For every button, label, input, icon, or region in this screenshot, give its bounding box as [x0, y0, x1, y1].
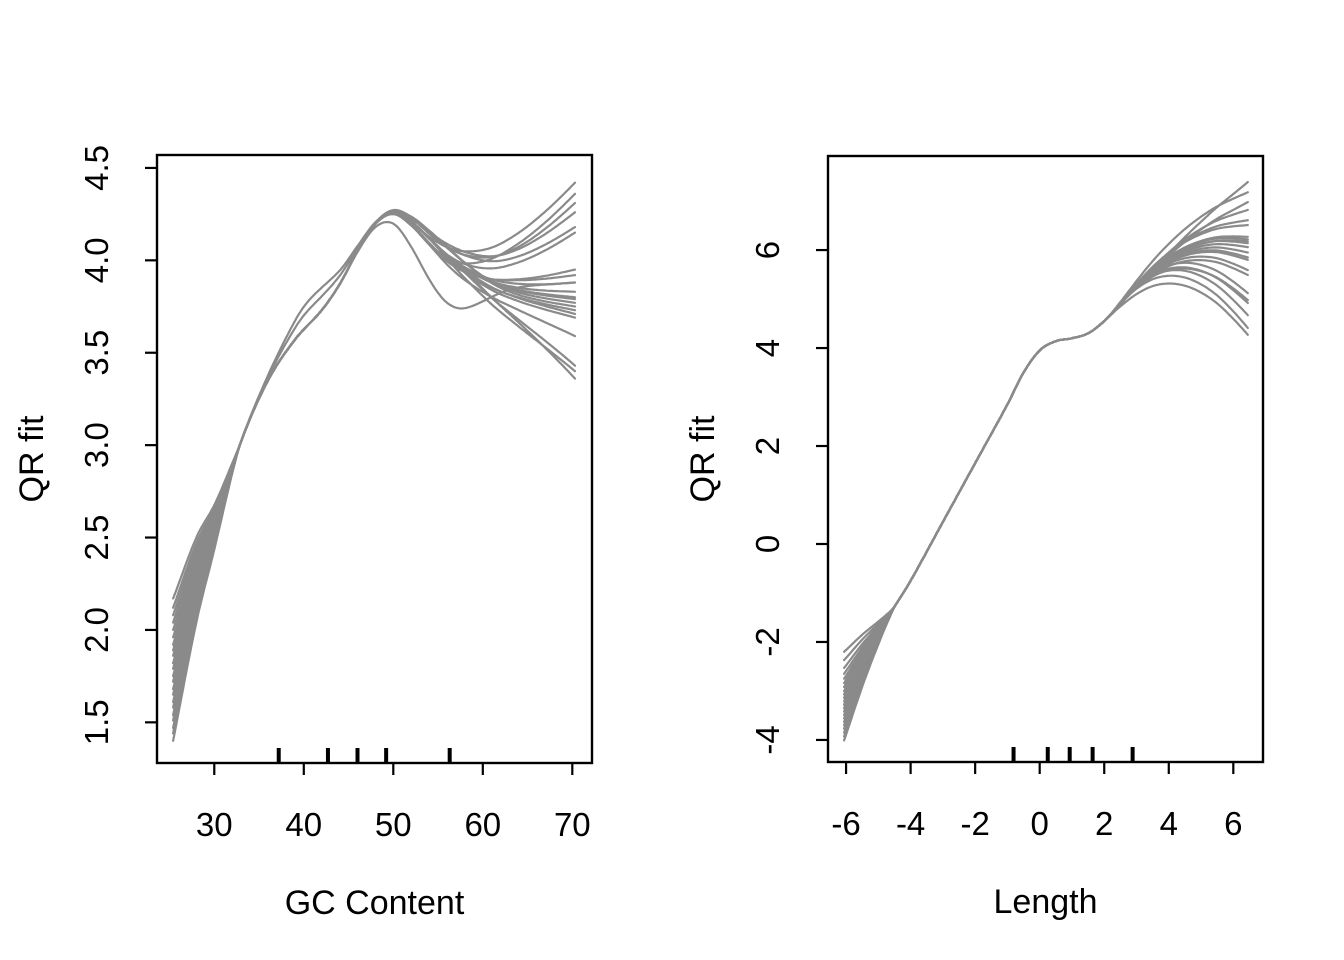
qr-fit-curve: [843, 219, 1249, 675]
qr-fit-curve: [172, 211, 577, 631]
x-tick-label: 70: [554, 806, 591, 843]
x-tick-label: -2: [960, 805, 989, 842]
axes: -6 -4 -2 0 2 4 6 -4 -2 0 2 4 6: [749, 154, 1265, 842]
qr-fit-curve: [843, 224, 1249, 723]
plot-box: [155, 153, 594, 765]
qr-fit-curve: [843, 267, 1249, 738]
qr-fit-curve: [172, 211, 577, 617]
curve-bundle: [843, 180, 1249, 742]
y-axis-title-qr-fit-right: QR fit: [684, 415, 722, 502]
x-tick-label: 6: [1224, 805, 1242, 842]
x-tick-label: 0: [1031, 805, 1049, 842]
y-tick-label: -4: [749, 725, 786, 754]
x-tick-label: 2: [1095, 805, 1113, 842]
qr-fit-curve: [172, 211, 577, 600]
qr-fit-curve: [843, 237, 1249, 742]
qr-fit-curve: [843, 268, 1249, 727]
qr-fit-curve: [843, 235, 1249, 696]
qr-fit-curve: [843, 239, 1249, 710]
qr-fit-curve: [843, 180, 1249, 734]
qr-fit-curve: [843, 208, 1249, 703]
x-axis-title-length: Length: [994, 883, 1098, 921]
curve-bundle: [172, 181, 577, 742]
y-tick-label: 2: [749, 437, 786, 455]
y-tick-label: 3.5: [78, 330, 115, 376]
qr-fit-curve: [843, 261, 1249, 680]
qr-fit-curve: [172, 212, 577, 691]
axes: 30 40 50 60 70 1.5 2.0 2.5 3.0 3.5 4.0 4.5: [78, 145, 594, 843]
y-axis-title-qr-fit-left: QR fit: [13, 415, 51, 502]
y-tick-label: 6: [749, 241, 786, 259]
x-tick-label: 50: [375, 806, 412, 843]
qr-fit-curve: [172, 212, 577, 609]
x-tick-label: 40: [285, 806, 322, 843]
qr-fit-curve: [843, 266, 1249, 693]
x-tick-label: 4: [1160, 805, 1178, 842]
qr-fit-curve: [172, 211, 577, 652]
x-tick-label: 60: [464, 806, 501, 843]
plot-box: [826, 154, 1265, 764]
qr-fit-curve: [843, 243, 1249, 685]
qr-fit-curve: [172, 209, 577, 657]
y-tick-label: 4.0: [78, 237, 115, 283]
qr-fit-curve: [172, 211, 577, 646]
y-tick-label: 2.0: [78, 607, 115, 653]
qr-fit-curve: [843, 249, 1249, 699]
x-tick-label: -6: [831, 805, 860, 842]
qr-fit-curve: [172, 201, 577, 704]
y-tick-label: 0: [749, 535, 786, 553]
panel-length: -6 -4 -2 0 2 4 6 -4 -2 0 2 4 6 Length QR fit: [684, 154, 1265, 921]
qr-fit-curve: [843, 255, 1249, 669]
y-tick-label: 3.0: [78, 422, 115, 468]
y-tick-label: 1.5: [78, 699, 115, 745]
y-tick-label: 4.5: [78, 145, 115, 191]
qr-fit-curve: [172, 209, 577, 624]
y-tick-label: 4: [749, 339, 786, 357]
qr-fit-curve: [843, 250, 1249, 720]
x-tick-label: 30: [196, 806, 233, 843]
y-tick-label: 2.5: [78, 515, 115, 561]
qr-fit-curve: [172, 211, 577, 696]
x-tick-label: -4: [896, 805, 925, 842]
y-tick-label: -2: [749, 627, 786, 656]
qr-fit-curve: [172, 192, 577, 639]
qr-fit-curve: [843, 239, 1249, 662]
qr-fit-curve: [843, 259, 1249, 713]
qr-fit-curve: [843, 246, 1249, 730]
x-axis-title-gc-content: GC Content: [285, 884, 465, 922]
panel-gc-content: 30 40 50 60 70 1.5 2.0 2.5 3.0 3.5 4.0 4.5 GC Conte…: [13, 145, 594, 922]
qr-fit-curve: [843, 274, 1249, 653]
